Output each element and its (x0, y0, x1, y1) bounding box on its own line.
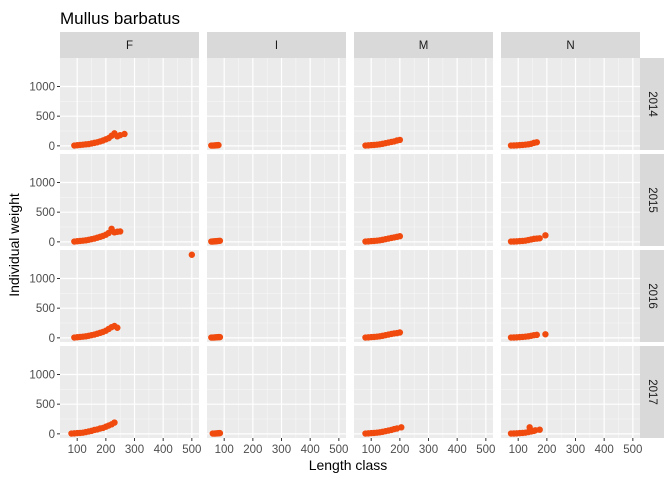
x-tick-label: 400 (595, 444, 614, 456)
x-tick-label: 100 (68, 444, 87, 456)
data-point (396, 233, 404, 240)
y-tick-label: 500 (36, 303, 55, 315)
column-strip-M (354, 32, 493, 58)
data-point (396, 136, 404, 144)
y-tick-label: 0 (49, 141, 55, 153)
y-tick-label: 1000 (29, 177, 55, 189)
panel-M-2014 (354, 58, 493, 150)
x-tick-label: 300 (566, 444, 585, 456)
panel-N-2017 (501, 346, 640, 438)
x-tick-label: 500 (182, 444, 201, 456)
panel-I-2017 (207, 346, 346, 438)
y-tick-label: 0 (49, 333, 55, 345)
facet-grid: F I M N201420152016201705001000050010000500… (29, 32, 664, 456)
panel-M-2016 (354, 250, 493, 342)
column-strip-label: N (566, 40, 574, 52)
column-strip-N (501, 32, 640, 58)
panel-F-2015 (60, 154, 199, 246)
panel-F-2014 (60, 58, 199, 150)
data-point (542, 331, 549, 338)
data-point (536, 235, 543, 242)
data-point (216, 237, 224, 244)
y-tick-label: 0 (49, 429, 55, 441)
y-tick-label: 1000 (29, 273, 55, 285)
y-tick-label: 500 (36, 207, 55, 219)
y-tick-label: 1000 (29, 369, 55, 381)
column-strip-I (207, 32, 346, 58)
row-strip-label: 2016 (646, 283, 658, 309)
x-tick-label: 500 (476, 444, 495, 456)
x-tick-label: 200 (390, 444, 409, 456)
panel-F-2017 (60, 346, 199, 438)
data-point (536, 426, 543, 433)
x-tick-label: 200 (243, 444, 262, 456)
x-tick-label: 500 (329, 444, 348, 456)
x-tick-label: 300 (125, 444, 144, 456)
y-tick-label: 500 (36, 111, 55, 123)
x-tick-label: 100 (362, 444, 381, 456)
column-strip-label: I (275, 40, 278, 52)
panel-M-2015 (354, 154, 493, 246)
x-tick-label: 300 (419, 444, 438, 456)
data-point (396, 329, 404, 336)
x-tick-label: 300 (272, 444, 291, 456)
row-strip-label: 2017 (646, 379, 658, 405)
column-strip-label: F (126, 40, 133, 52)
x-tick-label: 400 (301, 444, 320, 456)
row-strip-label: 2014 (646, 91, 658, 117)
data-point (533, 331, 541, 339)
data-point (114, 324, 121, 331)
panel-N-2014 (501, 58, 640, 150)
data-point (526, 424, 533, 431)
x-axis-title: Length class (309, 457, 388, 473)
data-point (121, 130, 128, 138)
column-strip-F (60, 32, 199, 58)
y-axis-title: Individual weight (6, 193, 22, 297)
x-tick-label: 500 (623, 444, 642, 456)
row-strip-2014 (640, 58, 664, 150)
y-tick-label: 500 (36, 399, 55, 411)
panel-I-2016 (207, 250, 346, 342)
row-strip-2017 (640, 346, 664, 438)
data-point (188, 251, 196, 258)
data-point (216, 333, 224, 341)
panel-I-2014 (207, 58, 346, 150)
panel-N-2015 (501, 154, 640, 246)
data-point (111, 419, 118, 426)
chart-title: Mullus barbatus (60, 9, 180, 28)
panel-M-2017 (354, 346, 493, 438)
row-strip-2015 (640, 154, 664, 246)
panel-N-2016 (501, 250, 640, 342)
y-tick-label: 0 (49, 237, 55, 249)
x-tick-label: 400 (448, 444, 467, 456)
data-point (216, 429, 224, 437)
x-tick-label: 100 (215, 444, 234, 456)
panel-I-2015 (207, 154, 346, 246)
x-tick-label: 200 (537, 444, 556, 456)
column-strip-label: M (419, 40, 429, 52)
x-tick-label: 200 (96, 444, 115, 456)
data-point (398, 424, 405, 431)
x-tick-label: 400 (154, 444, 173, 456)
data-point (215, 141, 222, 149)
data-point (533, 139, 541, 146)
x-tick-label: 100 (509, 444, 528, 456)
data-point (542, 232, 549, 239)
data-point (116, 228, 124, 235)
row-strip-label: 2015 (646, 187, 658, 213)
row-strip-2016 (640, 250, 664, 342)
y-tick-label: 1000 (29, 81, 55, 93)
panel-F-2016 (60, 250, 199, 342)
